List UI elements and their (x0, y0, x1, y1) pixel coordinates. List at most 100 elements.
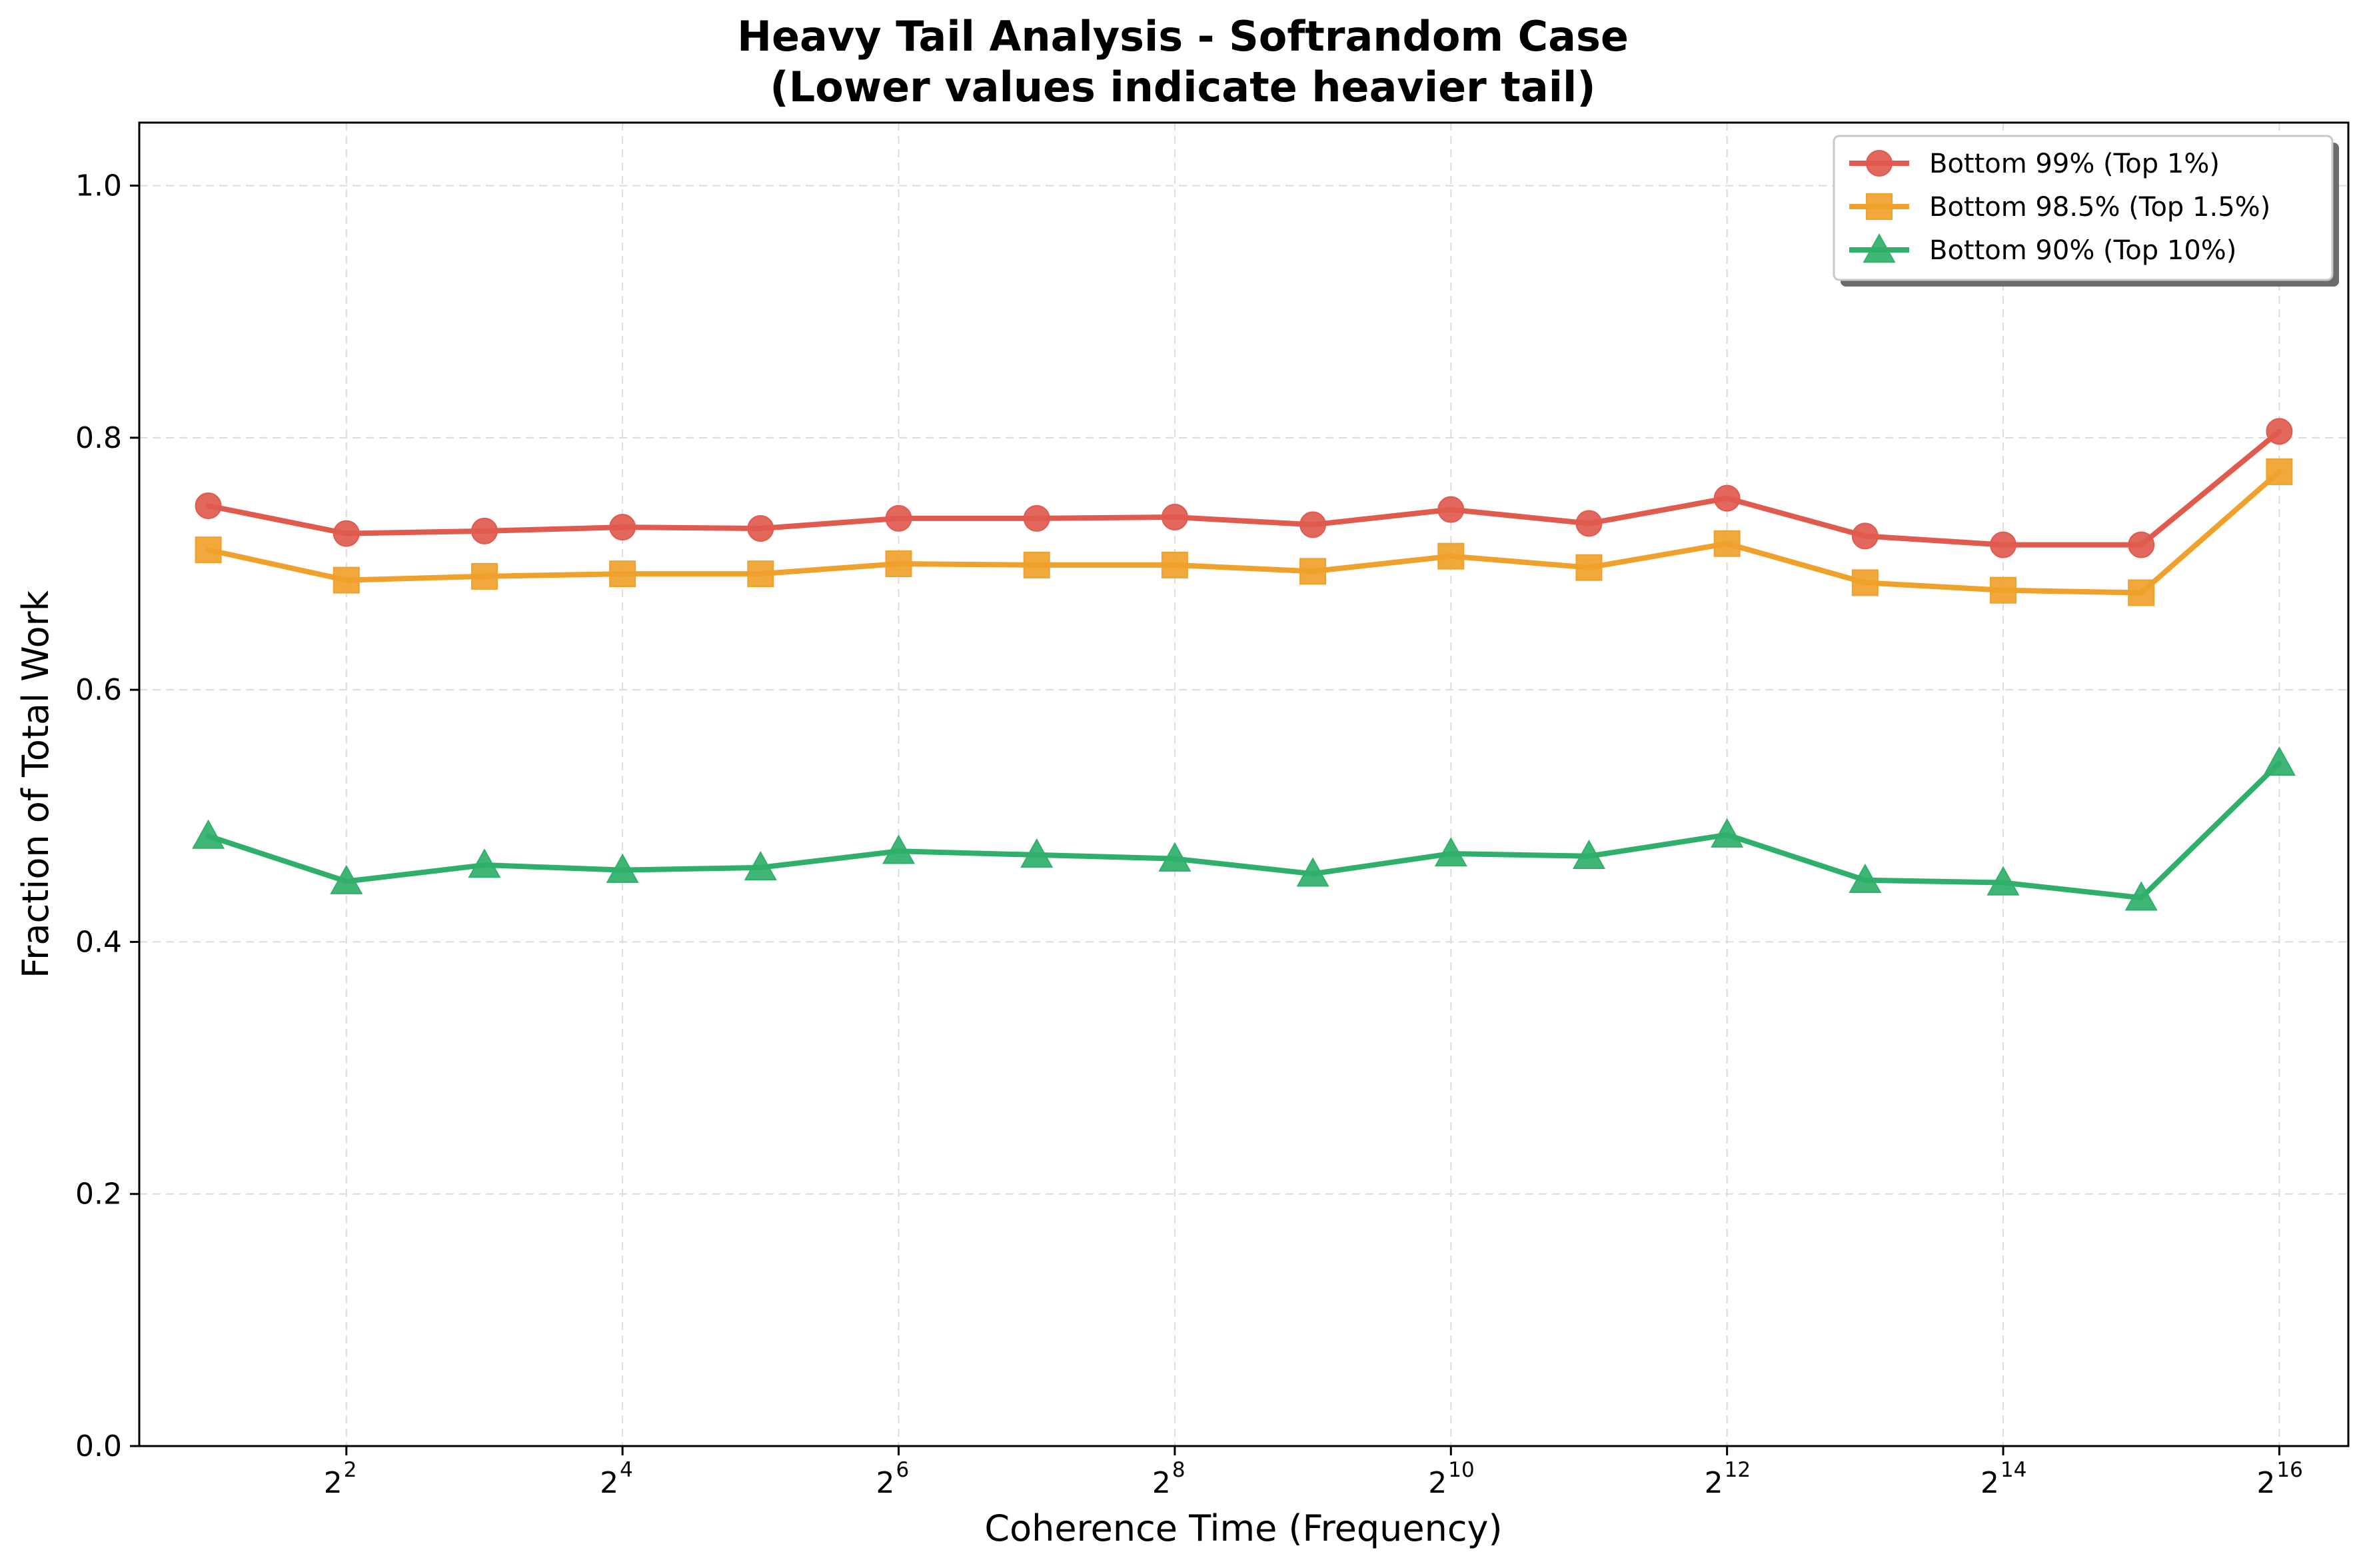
data-point-square (1866, 193, 1893, 220)
series-circle (195, 418, 2293, 558)
data-point-circle (1851, 522, 1879, 550)
data-point-triangle (1986, 866, 2020, 896)
series-triangle (192, 746, 2296, 911)
data-point-circle (885, 504, 912, 532)
data-point-circle (1023, 504, 1050, 532)
data-point-circle (333, 520, 360, 547)
legend: Bottom 99% (Top 1%) Bottom 98.5% (Top 1.5… (1833, 135, 2339, 287)
data-point-triangle (1296, 857, 1329, 887)
x-tick-base: 2 (1980, 1466, 1999, 1500)
data-point-circle (1575, 510, 1603, 537)
data-point-triangle (1711, 818, 1744, 848)
series-square (195, 458, 2293, 606)
data-point-square (333, 566, 360, 594)
x-tick-label: 2 12 (1705, 1458, 1751, 1500)
data-point-square (609, 560, 636, 588)
x-tick-base: 2 (1428, 1466, 1447, 1500)
x-tick-exponent: 14 (2000, 1458, 2026, 1482)
plot-frame (138, 121, 2350, 1447)
data-point-circle (747, 515, 774, 542)
series-layer (192, 418, 2296, 911)
data-point-triangle (192, 819, 225, 849)
x-tick-base: 2 (2256, 1466, 2275, 1500)
y-tick-label: 0.8 (75, 421, 122, 455)
data-point-square (747, 560, 774, 588)
data-point-circle (1299, 511, 1327, 538)
y-tick-label: 0.6 (75, 673, 122, 707)
x-axis-label: Coherence Time (Frequency) (984, 1507, 1502, 1549)
series-line (205, 468, 2282, 596)
x-tick-exponent: 6 (896, 1458, 910, 1482)
data-point-circle (195, 492, 222, 519)
data-point-square (1299, 558, 1327, 585)
data-point-square (1713, 530, 1741, 557)
data-point-square (1575, 554, 1603, 581)
axis-ticks: 0.00.20.40.60.81.02 2 2 4 2 6 2 8 2 10 2 12 2 14 2 16 (75, 169, 2303, 1500)
x-tick-exponent: 4 (620, 1458, 633, 1482)
series-line (205, 428, 2282, 548)
legend-label: Bottom 90% (Top 10%) (1929, 235, 2236, 266)
data-point-circle (1713, 484, 1741, 512)
y-axis-label: Fraction of Total Work (15, 590, 57, 978)
data-point-square (2128, 579, 2155, 606)
x-tick-base: 2 (1152, 1466, 1171, 1500)
data-point-square (195, 536, 222, 564)
x-tick-base: 2 (876, 1466, 895, 1500)
x-tick-label: 2 16 (2256, 1458, 2302, 1500)
data-point-triangle (1572, 839, 1605, 870)
y-tick-label: 1.0 (75, 169, 122, 203)
x-tick-exponent: 8 (1172, 1458, 1185, 1482)
x-tick-label: 2 10 (1428, 1458, 1474, 1500)
data-point-circle (1990, 531, 2017, 558)
data-point-triangle (468, 848, 501, 878)
data-point-circle (2128, 531, 2155, 558)
data-point-triangle (2262, 746, 2296, 776)
x-tick-exponent: 2 (344, 1458, 357, 1482)
x-tick-base: 2 (600, 1466, 618, 1500)
data-point-circle (2266, 418, 2293, 445)
x-tick-base: 2 (324, 1466, 343, 1500)
data-point-circle (470, 517, 498, 544)
data-point-triangle (1434, 837, 1467, 867)
legend-label: Bottom 99% (Top 1%) (1929, 149, 2220, 179)
data-point-square (1851, 569, 1879, 596)
data-point-circle (1161, 504, 1188, 531)
x-tick-exponent: 12 (1725, 1458, 1751, 1482)
data-point-square (1437, 542, 1465, 570)
x-tick-base: 2 (1705, 1466, 1723, 1500)
legend-entry: Bottom 99% (Top 1%) (1849, 149, 2220, 179)
y-tick-label: 0.4 (75, 925, 122, 959)
data-point-triangle (606, 853, 639, 883)
data-point-square (1990, 576, 2017, 604)
data-point-triangle (882, 834, 916, 864)
x-tick-exponent: 16 (2276, 1458, 2302, 1482)
data-point-circle (1437, 496, 1465, 523)
chart-title-line-1: Heavy Tail Analysis - Softrandom Case (737, 12, 1629, 61)
data-point-square (885, 550, 912, 577)
data-point-square (1161, 551, 1188, 578)
data-point-square (470, 562, 498, 590)
legend-box (1833, 135, 2334, 281)
data-point-triangle (1158, 842, 1191, 872)
x-tick-exponent: 10 (1448, 1458, 1474, 1482)
legend-label: Bottom 98.5% (Top 1.5%) (1929, 192, 2270, 223)
data-point-triangle (330, 864, 363, 894)
data-point-triangle (1863, 233, 1896, 263)
chart-title-line-2: (Lower values indicate heavier tail) (770, 63, 1595, 111)
data-point-triangle (1849, 863, 1882, 893)
data-point-square (1023, 551, 1050, 578)
y-tick-label: 0.0 (75, 1429, 122, 1463)
legend-entry: Bottom 98.5% (Top 1.5%) (1849, 192, 2270, 223)
series-line (205, 760, 2282, 901)
data-point-circle (609, 514, 636, 541)
data-point-triangle (744, 850, 777, 881)
data-point-circle (1866, 150, 1893, 177)
x-tick-label: 2 14 (1980, 1458, 2026, 1500)
data-point-triangle (1020, 838, 1054, 868)
data-point-triangle (2124, 881, 2158, 911)
